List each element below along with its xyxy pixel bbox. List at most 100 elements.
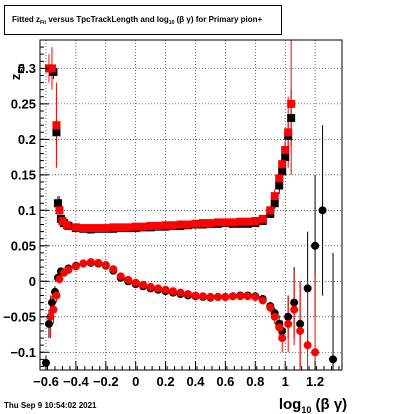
- data-point-circle: [109, 265, 118, 274]
- data-point-circle: [124, 275, 133, 284]
- data-point-circle: [303, 341, 312, 350]
- x-tick-label: −0.6: [33, 374, 59, 389]
- data-point-circle: [329, 355, 338, 364]
- data-point-square: [270, 199, 279, 208]
- data-point-circle: [270, 312, 279, 321]
- data-point-circle: [318, 206, 327, 215]
- chart-title: Fitted zFit versus TpcTrackLength and lo…: [12, 15, 262, 26]
- data-point-circle: [251, 292, 260, 301]
- data-point-circle: [49, 305, 58, 314]
- data-point-square: [206, 219, 215, 228]
- x-tick-label: 0.6: [216, 374, 234, 389]
- x-tick-label: 0.8: [246, 374, 264, 389]
- data-point-circle: [46, 312, 55, 321]
- data-point-circle: [311, 241, 320, 250]
- data-point-square: [278, 160, 287, 169]
- data-point-square: [52, 121, 61, 130]
- data-point-circle: [116, 272, 125, 281]
- data-point-square: [221, 218, 230, 227]
- data-point-circle: [311, 348, 320, 357]
- y-tick-label: 0.15: [11, 167, 36, 182]
- title-prefix: Fitted z: [12, 15, 40, 24]
- title-middle: versus TpcTrackLength and log: [46, 15, 169, 24]
- data-point-circle: [64, 265, 73, 274]
- title-box: Fitted zFit versus TpcTrackLength and lo…: [4, 5, 282, 35]
- y-tick-label: 0.25: [11, 96, 36, 111]
- x-axis-label: log10 (β γ): [279, 396, 347, 414]
- data-point-circle: [258, 296, 267, 305]
- data-point-circle: [71, 262, 80, 271]
- data-point-square: [287, 114, 296, 123]
- data-point-square: [258, 214, 267, 223]
- x-tick-label: 0: [132, 374, 139, 389]
- data-point-square: [198, 219, 207, 228]
- title-sub-10: 10: [168, 20, 175, 26]
- data-point-circle: [184, 290, 193, 299]
- data-point-square: [154, 221, 163, 230]
- data-point-square: [275, 174, 284, 183]
- tick-labels: −0.6 −0.4 −0.2 0 0.2 0.4 0.6 0.8 1 1.2 −0.1 −0.05 0 0…: [3, 61, 324, 389]
- title-sub-fit: Fit: [40, 20, 47, 26]
- y-tick-label: −0.1: [10, 345, 36, 360]
- x-tick-label: 1.2: [306, 374, 324, 389]
- data-point-circle: [284, 312, 293, 321]
- data-point-circle: [169, 287, 178, 296]
- data-point-circle: [303, 284, 312, 293]
- data-point-square: [71, 223, 80, 232]
- data-point-circle: [131, 278, 140, 287]
- y-tick-label: 0.3: [18, 61, 36, 76]
- data-point-circle: [296, 319, 305, 328]
- data-point-square: [275, 181, 284, 190]
- data-point-circle: [101, 260, 110, 269]
- data-point-square: [278, 167, 287, 176]
- data-point-circle: [266, 303, 275, 312]
- data-point-circle: [198, 292, 207, 301]
- data-point-circle: [161, 285, 170, 294]
- data-point-square: [184, 220, 193, 229]
- data-point-circle: [47, 298, 56, 307]
- y-tick-label: 0.05: [11, 238, 36, 253]
- plot-frame: [39, 39, 343, 371]
- data-point-square: [284, 128, 293, 137]
- data-point-square: [191, 219, 200, 228]
- data-point-square: [62, 221, 71, 230]
- data-point-circle: [176, 288, 185, 297]
- data-point-circle: [55, 275, 64, 284]
- data-point-circle: [79, 259, 88, 268]
- data-point-circle: [221, 292, 230, 301]
- x-tick-label: 0.4: [186, 374, 205, 389]
- data-point-circle: [52, 291, 61, 300]
- data-point-circle: [296, 326, 305, 335]
- y-tick-label: 0: [29, 274, 36, 289]
- x-tick-label: 1: [282, 374, 289, 389]
- data-point-square: [228, 218, 237, 227]
- data-point-square: [79, 224, 88, 233]
- data-point-circle: [146, 282, 155, 291]
- x-tick-label: −0.4: [63, 374, 89, 389]
- grid-lines: [40, 40, 342, 370]
- data-point-square: [169, 221, 178, 230]
- data-point-square: [101, 224, 110, 233]
- data-point-square: [47, 64, 56, 73]
- data-point-circle: [44, 319, 53, 328]
- data-point-square: [109, 223, 118, 232]
- x-tick-label: 0.2: [157, 374, 175, 389]
- data-point-circle: [228, 292, 237, 301]
- data-point-square: [270, 192, 279, 201]
- data-point-circle: [206, 292, 215, 301]
- data-point-square: [161, 221, 170, 230]
- data-point-square: [94, 224, 103, 233]
- data-markers: [41, 64, 338, 367]
- title-suffix: (β γ) for Primary pion+: [174, 15, 263, 24]
- timestamp: Thu Sep 9 10:54:02 2021: [4, 401, 97, 410]
- data-point-square: [55, 206, 64, 215]
- data-point-circle: [191, 291, 200, 300]
- data-point-circle: [139, 280, 148, 289]
- data-point-circle: [236, 292, 245, 301]
- data-point-circle: [275, 323, 284, 332]
- data-point-square: [266, 206, 275, 215]
- data-point-circle: [290, 298, 299, 307]
- axis-ticks: [39, 39, 340, 370]
- data-point-square: [236, 217, 245, 226]
